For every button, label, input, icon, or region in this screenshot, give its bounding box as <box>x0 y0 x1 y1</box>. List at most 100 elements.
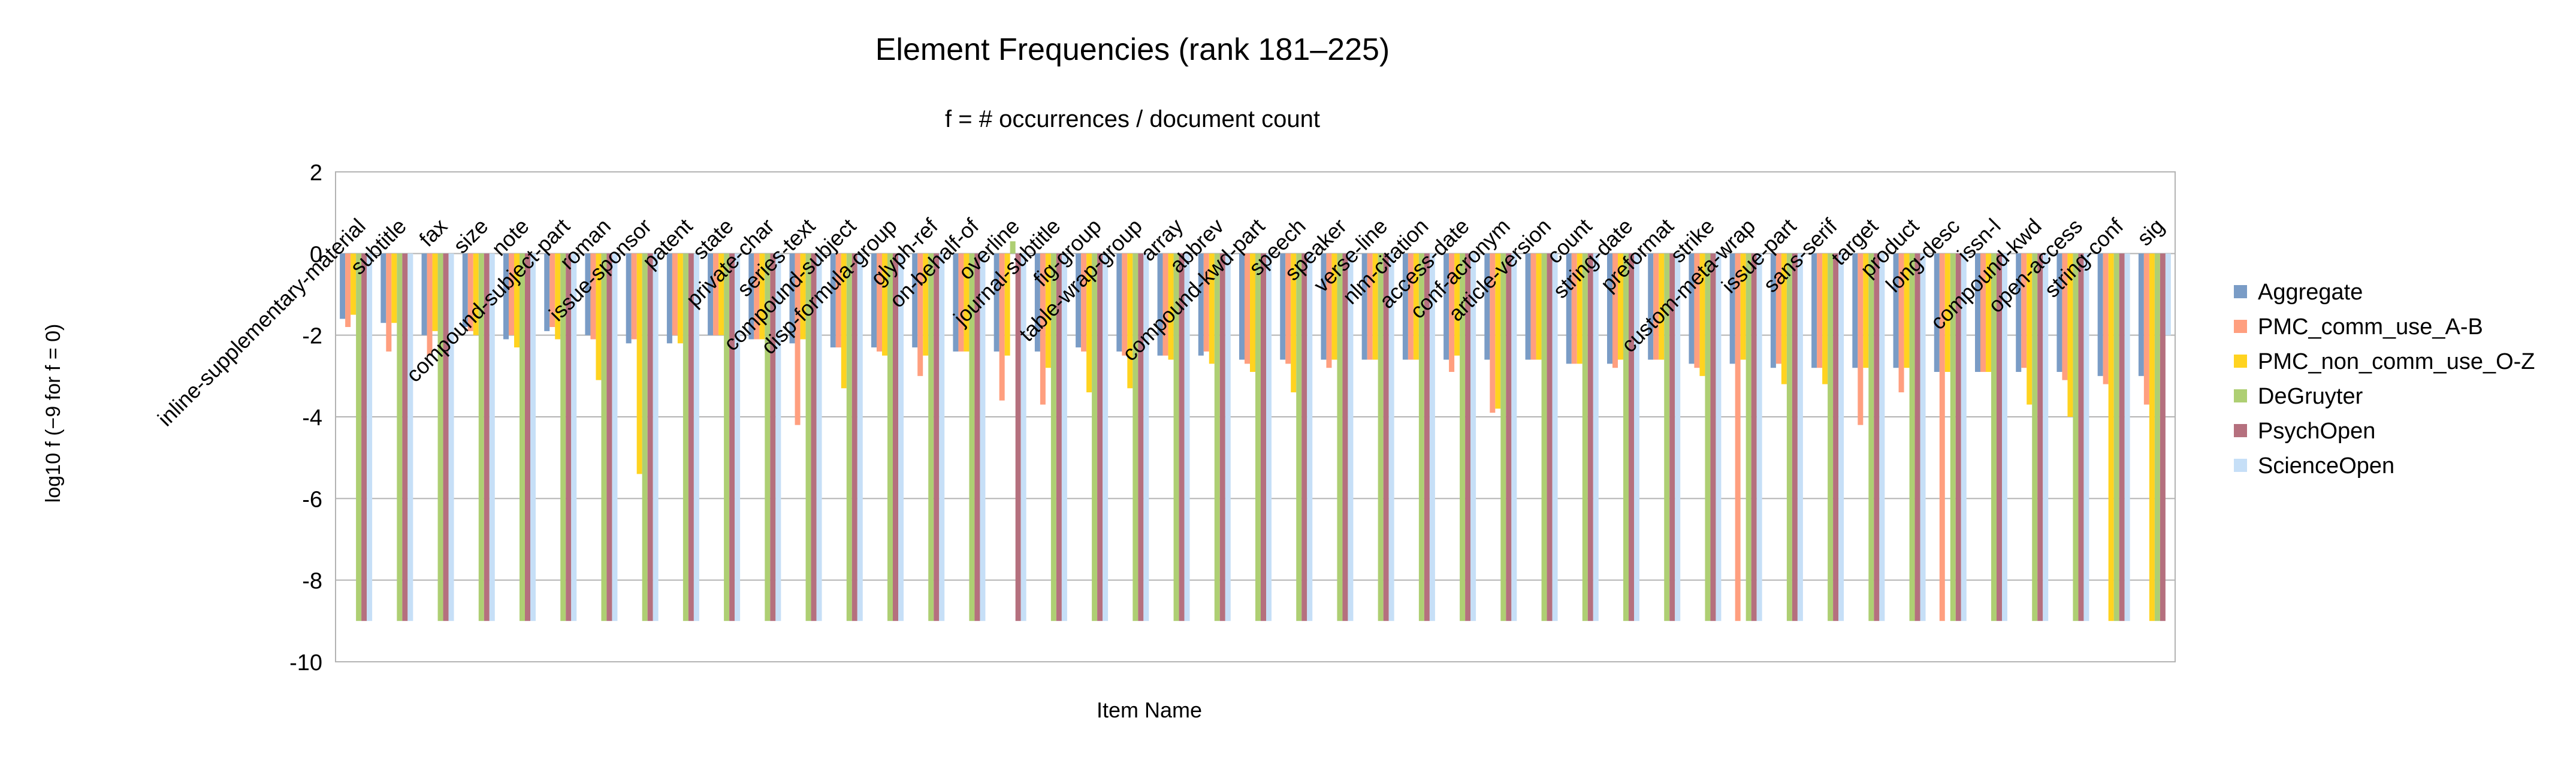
bar <box>708 253 714 335</box>
bar <box>1980 253 1986 373</box>
bar <box>2119 253 2125 621</box>
bar <box>596 253 602 380</box>
bar <box>1991 253 1997 621</box>
bar <box>391 253 397 323</box>
bar <box>1838 253 1844 621</box>
bar <box>1852 253 1858 368</box>
plot-frame <box>335 171 2176 662</box>
bar <box>642 253 648 621</box>
bar <box>811 253 817 621</box>
bar <box>1470 253 1476 621</box>
bar <box>1756 253 1762 621</box>
chart-title: Element Frequencies (rank 181–225) <box>875 32 1390 67</box>
bar <box>1740 253 1746 360</box>
bar <box>934 253 940 621</box>
bar <box>1775 253 1781 364</box>
bar <box>2056 253 2062 373</box>
bar <box>917 253 923 376</box>
bar <box>1710 253 1716 621</box>
bar <box>1863 253 1869 368</box>
bar <box>1792 253 1798 621</box>
bar <box>993 253 999 352</box>
y-tick-label: -8 <box>302 569 322 594</box>
bar <box>800 253 806 340</box>
x-axis-label: Item Name <box>1097 698 1202 722</box>
bar <box>1326 253 1332 368</box>
bar <box>1034 253 1040 352</box>
bar <box>397 253 403 621</box>
bars <box>340 241 2171 621</box>
bar <box>1552 253 1558 621</box>
bar <box>1127 253 1133 389</box>
bar <box>1429 253 1435 621</box>
bar <box>1634 253 1639 621</box>
bar <box>489 253 495 621</box>
bar <box>1536 253 1542 360</box>
bar <box>1689 253 1695 364</box>
bar <box>653 253 659 621</box>
bar <box>432 253 438 331</box>
bar <box>1920 253 1926 621</box>
bar <box>2113 253 2119 621</box>
bar <box>1361 253 1367 360</box>
bar <box>718 253 724 335</box>
bar <box>1955 253 1961 621</box>
bar <box>1321 253 1327 360</box>
bar <box>448 253 454 621</box>
bar <box>1577 253 1583 364</box>
y-tick-label: 0 <box>310 242 322 267</box>
bar <box>340 253 346 319</box>
bar <box>1020 253 1026 621</box>
bar <box>530 253 536 621</box>
bar <box>795 253 801 425</box>
bar <box>1454 253 1460 356</box>
bar <box>514 253 520 348</box>
bar <box>882 253 887 356</box>
bar <box>1015 253 1021 621</box>
bar <box>437 253 443 621</box>
bar <box>835 253 841 348</box>
bar <box>1173 253 1179 621</box>
bar <box>1133 253 1138 621</box>
bar <box>969 253 975 621</box>
bar <box>999 253 1005 401</box>
bar <box>846 253 852 621</box>
legend-label: DeGruyter <box>2258 384 2363 409</box>
bar <box>2062 253 2068 380</box>
bar <box>1745 253 1751 621</box>
bar <box>2124 253 2130 621</box>
bar <box>1828 253 1834 621</box>
bar <box>1699 253 1705 376</box>
bar <box>1997 253 2002 621</box>
bar <box>2032 253 2038 621</box>
bar <box>1909 253 1915 621</box>
bar <box>2016 253 2022 373</box>
bar <box>1004 253 1010 356</box>
bar <box>2160 253 2166 621</box>
bar <box>1914 253 1920 621</box>
bar <box>1056 253 1062 621</box>
bar <box>1050 253 1056 621</box>
bar <box>1566 253 1572 364</box>
bar <box>1285 253 1291 364</box>
y-axis-label: log10 f (−9 for f = 0) <box>42 324 65 503</box>
bar <box>2083 253 2089 621</box>
bar <box>585 253 591 335</box>
bar <box>503 253 509 340</box>
bar <box>571 253 577 621</box>
bar <box>748 253 754 340</box>
bar <box>1348 253 1354 621</box>
bar <box>1122 253 1128 356</box>
bar <box>1817 253 1823 368</box>
bar <box>1629 253 1634 621</box>
legend-label: PMC_comm_use_A-B <box>2258 314 2483 340</box>
legend-label: ScienceOpen <box>2258 453 2394 479</box>
bar <box>912 253 918 348</box>
bar <box>1418 253 1424 621</box>
bar <box>402 253 408 621</box>
bar <box>1547 253 1553 621</box>
bar <box>1751 253 1757 621</box>
legend-swatch <box>2234 459 2247 472</box>
bar <box>1413 253 1419 360</box>
bar <box>2149 253 2155 621</box>
